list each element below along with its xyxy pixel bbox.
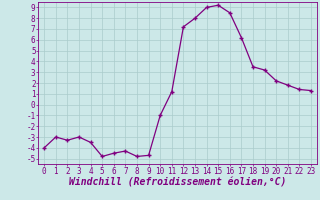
- X-axis label: Windchill (Refroidissement éolien,°C): Windchill (Refroidissement éolien,°C): [69, 177, 286, 187]
